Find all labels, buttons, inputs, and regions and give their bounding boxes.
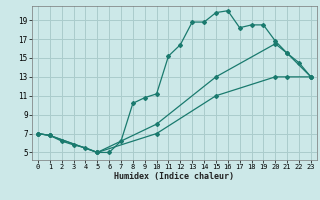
X-axis label: Humidex (Indice chaleur): Humidex (Indice chaleur) [115, 172, 234, 181]
